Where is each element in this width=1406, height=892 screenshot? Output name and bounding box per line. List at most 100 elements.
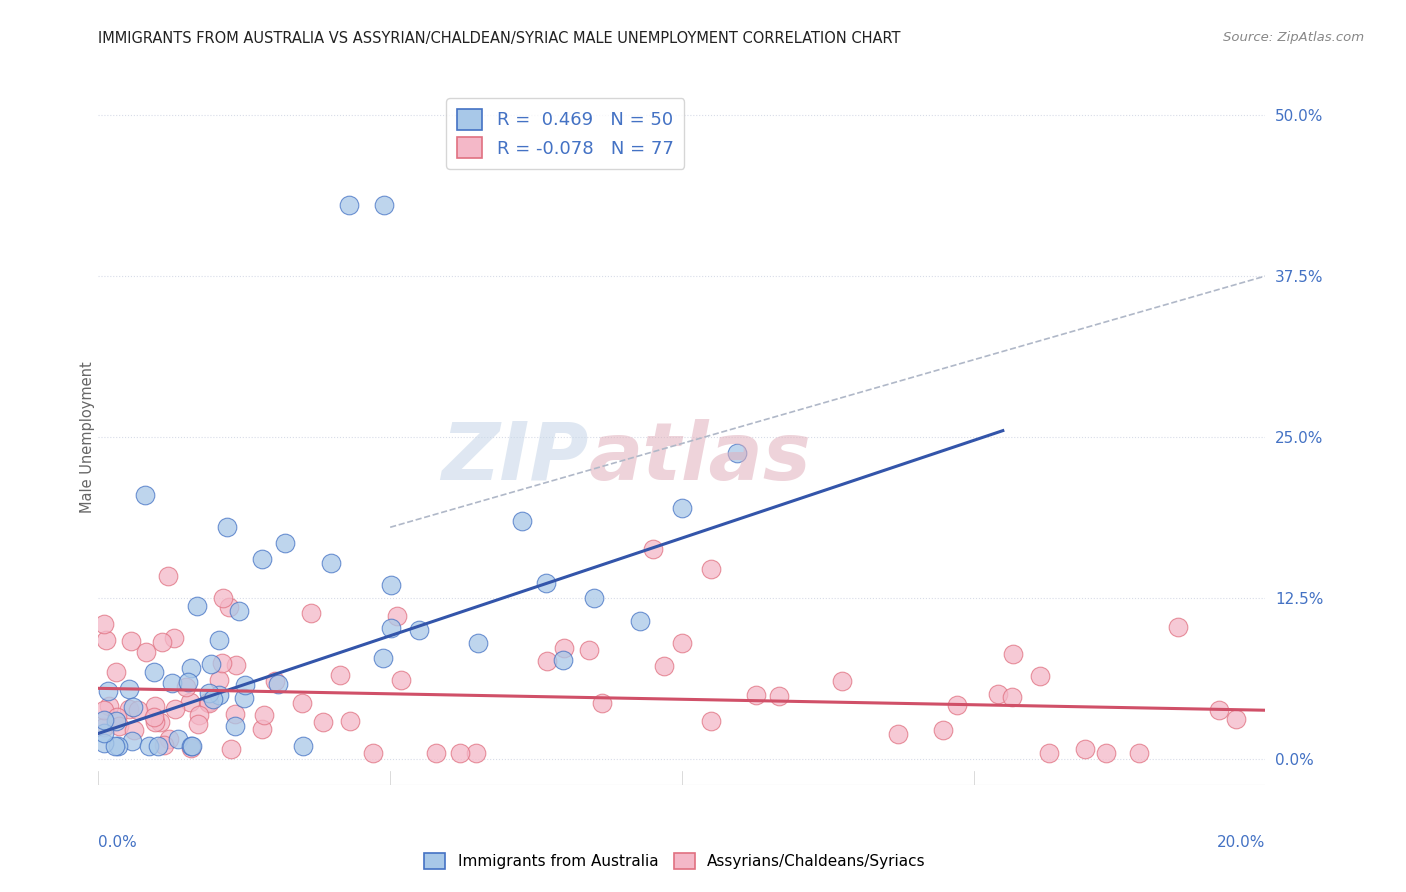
Point — [138, 739, 160, 754]
Point — [143, 710, 166, 724]
Point — [299, 606, 322, 620]
Point — [329, 668, 352, 682]
Point — [134, 488, 156, 502]
Point — [200, 657, 222, 671]
Point — [380, 621, 402, 635]
Point — [768, 689, 790, 703]
Point — [641, 542, 664, 557]
Point — [157, 569, 180, 583]
Point — [380, 578, 402, 592]
Text: 20.0%: 20.0% — [1218, 836, 1265, 850]
Point — [932, 723, 955, 737]
Point — [181, 739, 204, 754]
Point — [198, 696, 221, 710]
Point — [745, 689, 768, 703]
Point — [887, 727, 910, 741]
Point — [337, 198, 360, 212]
Point — [215, 520, 238, 534]
Point — [105, 710, 128, 724]
Point — [225, 657, 247, 672]
Point — [339, 714, 361, 728]
Point — [319, 556, 342, 570]
Point — [264, 674, 287, 689]
Point — [146, 739, 169, 754]
Point — [166, 731, 188, 746]
Point — [93, 616, 115, 631]
Point — [700, 561, 723, 575]
Point — [93, 720, 115, 734]
Point — [578, 643, 600, 657]
Point — [135, 645, 157, 659]
Point — [186, 599, 208, 613]
Point — [197, 695, 219, 709]
Point — [212, 591, 235, 606]
Point — [218, 600, 240, 615]
Point — [177, 675, 200, 690]
Point — [142, 665, 165, 679]
Point — [208, 633, 231, 648]
Point — [187, 717, 209, 731]
Point — [208, 688, 231, 702]
Point — [93, 736, 115, 750]
Point — [179, 696, 201, 710]
Point — [464, 746, 486, 760]
Point — [163, 631, 186, 645]
Point — [143, 715, 166, 730]
Point — [583, 591, 606, 606]
Point — [551, 652, 574, 666]
Point — [371, 651, 394, 665]
Point — [373, 198, 395, 212]
Point — [98, 698, 121, 713]
Point — [176, 680, 198, 694]
Point — [312, 714, 335, 729]
Point — [198, 686, 221, 700]
Point — [93, 725, 115, 739]
Point — [250, 722, 273, 736]
Point — [143, 699, 166, 714]
Point — [700, 714, 723, 729]
Point — [536, 654, 558, 668]
Point — [120, 633, 142, 648]
Point — [536, 576, 558, 591]
Point — [118, 702, 141, 716]
Point — [153, 738, 176, 752]
Point — [1208, 703, 1230, 717]
Point — [201, 692, 224, 706]
Point — [97, 683, 120, 698]
Point — [267, 677, 290, 691]
Point — [105, 665, 128, 679]
Text: IMMIGRANTS FROM AUSTRALIA VS ASSYRIAN/CHALDEAN/SYRIAC MALE UNEMPLOYMENT CORRELAT: IMMIGRANTS FROM AUSTRALIA VS ASSYRIAN/CH… — [98, 31, 901, 46]
Point — [163, 701, 186, 715]
Point — [831, 673, 853, 688]
Point — [107, 739, 129, 754]
Point — [671, 635, 693, 649]
Point — [408, 624, 430, 638]
Point — [160, 676, 183, 690]
Point — [93, 713, 115, 727]
Point — [250, 552, 273, 566]
Text: atlas: atlas — [589, 419, 811, 497]
Point — [208, 673, 231, 688]
Point — [118, 681, 141, 696]
Point — [1001, 690, 1024, 704]
Point — [105, 714, 128, 728]
Point — [467, 636, 489, 650]
Point — [591, 696, 613, 710]
Point — [149, 715, 172, 730]
Point — [987, 687, 1010, 701]
Point — [1167, 620, 1189, 634]
Text: ZIP: ZIP — [441, 419, 589, 497]
Point — [671, 500, 693, 515]
Point — [946, 698, 969, 712]
Point — [124, 723, 146, 737]
Point — [108, 719, 131, 733]
Point — [292, 739, 315, 754]
Point — [224, 719, 246, 733]
Point — [1095, 746, 1118, 760]
Point — [1001, 647, 1024, 661]
Point — [93, 703, 115, 717]
Point — [224, 706, 246, 721]
Point — [127, 703, 149, 717]
Point — [510, 514, 533, 528]
Point — [96, 632, 118, 647]
